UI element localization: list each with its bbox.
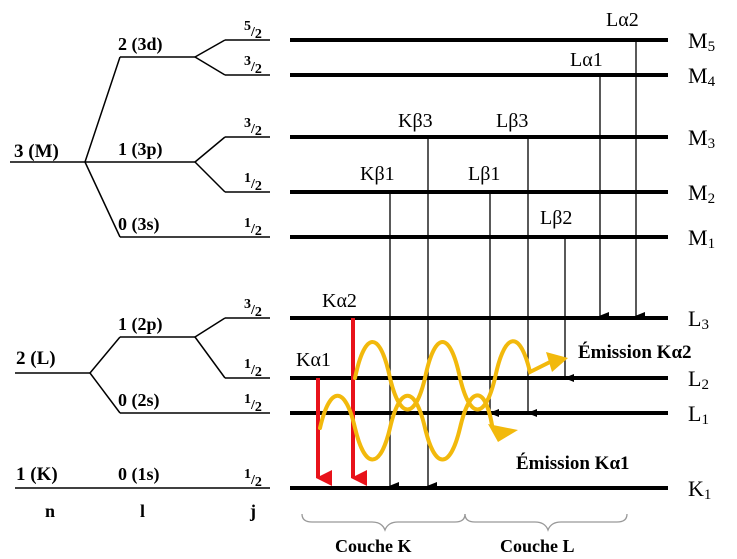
label-kb3: Kβ3 [398, 110, 433, 132]
emission-ka1-label: Émission Kα1 [516, 452, 630, 474]
transition-arrows [389, 40, 645, 490]
level-label-l1: L1 [688, 401, 709, 428]
level-labels: M5 M4 M3 M2 M1 L3 L2 L1 K1 [688, 28, 716, 503]
label-lb2: Lβ2 [540, 207, 572, 229]
j-value-labels: 5/2 3/2 3/2 1/2 1/2 3/2 1/2 1/2 1/2 [244, 19, 262, 490]
brace-couche-l [464, 513, 628, 532]
wave-arrowheads [488, 352, 568, 442]
label-3d: 2 (3d) [118, 34, 163, 55]
level-label-m4: M4 [688, 63, 716, 90]
j-label-l2: 1/2 [244, 357, 262, 380]
j-label-l3: 3/2 [244, 297, 262, 320]
label-lb1: Lβ1 [468, 163, 500, 185]
transition-labels: Kα2 Kα1 Kβ1 Kβ3 Lβ1 Lβ3 Lβ2 Lα1 Lα2 [296, 9, 639, 371]
label-2p: 1 (2p) [118, 314, 163, 335]
couche-l-label: Couche L [500, 536, 575, 556]
column-n-label: n [45, 501, 55, 521]
level-label-l3: L3 [688, 306, 709, 333]
wave-ka1-head [488, 424, 518, 442]
j-label-m2: 1/2 [244, 171, 262, 194]
label-3p: 1 (3p) [118, 139, 163, 160]
label-lb3: Lβ3 [496, 110, 528, 132]
j-label-m4: 3/2 [244, 54, 262, 77]
emission-ka2-label: Émission Kα2 [578, 341, 692, 363]
label-la2: Lα2 [606, 9, 639, 31]
wave-ka2 [353, 339, 552, 412]
label-ka2: Kα2 [322, 290, 357, 312]
column-l-label: l [140, 501, 145, 521]
column-j-label: j [249, 501, 256, 521]
j-label-k1: 1/2 [244, 467, 262, 490]
label-2s: 0 (2s) [118, 390, 160, 411]
level-label-m2: M2 [688, 180, 715, 207]
braces [301, 513, 628, 532]
level-label-m5: M5 [688, 28, 715, 55]
level-label-m3: M3 [688, 125, 715, 152]
wave-ka1 [318, 393, 494, 462]
wave-ka2-head [546, 352, 568, 372]
label-n3: 3 (M) [14, 141, 59, 162]
splitting-tree [10, 39, 270, 489]
label-3s: 0 (3s) [118, 214, 160, 235]
j-label-m3: 3/2 [244, 116, 262, 139]
group-labels: Couche K Couche L [335, 536, 575, 556]
brace-couche-k [301, 513, 466, 532]
emission-waves [318, 339, 552, 462]
tree-labels: 3 (M) 2 (L) 1 (K) 2 (3d) 1 (3p) 0 (3s) 1… [14, 34, 256, 521]
label-la1: Lα1 [570, 49, 603, 71]
level-label-k1: K1 [688, 476, 711, 503]
label-n1: 1 (K) [16, 464, 58, 485]
label-n2: 2 (L) [16, 348, 56, 369]
label-kb1: Kβ1 [360, 163, 395, 185]
label-ka1: Kα1 [296, 349, 331, 371]
level-label-m1: M1 [688, 225, 715, 252]
couche-k-label: Couche K [335, 536, 412, 556]
emission-labels: Émission Kα2 Émission Kα1 [516, 341, 692, 474]
j-label-m5: 5/2 [244, 19, 262, 42]
j-label-m1: 1/2 [244, 216, 262, 239]
j-label-l1: 1/2 [244, 392, 262, 415]
energy-levels [290, 38, 668, 490]
label-1s: 0 (1s) [118, 464, 160, 485]
level-label-l2: L2 [688, 366, 709, 393]
